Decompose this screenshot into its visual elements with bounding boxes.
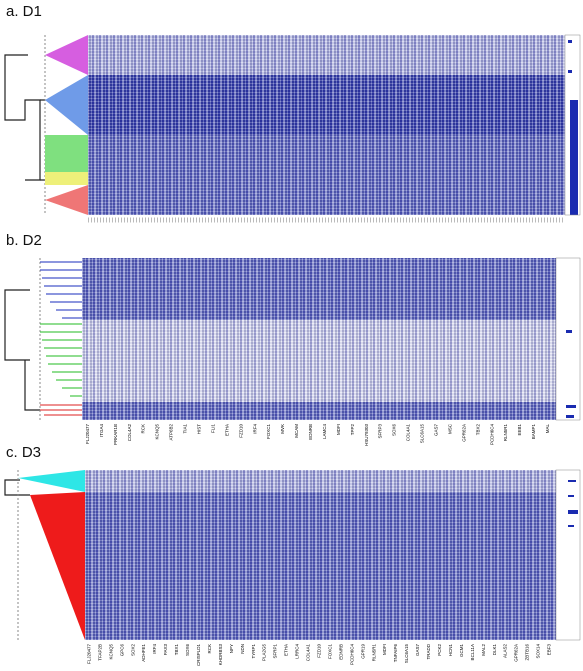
gene-label: COL4A1 [306, 644, 311, 662]
gene-label: GPC6 [119, 644, 124, 657]
heatmap [82, 320, 556, 402]
gene-label: TPP2 [350, 424, 355, 436]
gene-label: MDFI [382, 644, 387, 655]
gene-label: RCK [141, 424, 146, 434]
gene-label: EDNRB [338, 644, 343, 660]
gene-label: PRKAR1B [113, 424, 118, 445]
gene-label: ETHA [224, 424, 229, 436]
gene-label: MCAM [294, 424, 299, 438]
gene-label: TIA1 [183, 424, 188, 434]
gene-label: NPY [229, 644, 234, 653]
gene-label: KCNQ5 [108, 644, 113, 660]
gene-label: SLC6A15 [420, 424, 425, 444]
gene-label: MSC [447, 423, 452, 434]
gene-label: LAMC4 [322, 424, 327, 440]
gene-label: RLN5R1 [371, 644, 376, 662]
gene-label: GCM1 [459, 644, 464, 657]
gene-label: KCNQ5 [155, 424, 160, 440]
gene-label: GAS7 [434, 424, 439, 437]
gene-label: MVK [280, 424, 285, 434]
gene-label: COL4A1 [406, 424, 411, 442]
gene-label: TNFAIP6 [393, 644, 398, 663]
gene-label: PCDH6C4 [349, 644, 354, 666]
gene-label: ETHA [284, 644, 289, 656]
gene-label: SFRP3 [378, 424, 383, 439]
gene-label: PCDH6C4 [489, 424, 494, 446]
panel-title: a. D1 [6, 3, 42, 20]
gene-label: GPR19 [360, 644, 365, 659]
gene-label: LRRC4 [295, 644, 300, 659]
gene-label: RCK [207, 644, 212, 654]
gene-label: IRF4 [152, 644, 157, 654]
gene-label: TRADD [426, 643, 431, 659]
gene-label: EBF3 [547, 644, 552, 656]
gene-label: TBX1 [174, 644, 179, 656]
gene-label: BAMP1 [531, 424, 536, 440]
gene-label: BCL11A [470, 644, 475, 660]
gene-label: HSU79303 [364, 424, 369, 447]
gene-label: CRISPLD1 [196, 644, 201, 667]
heatmap [88, 75, 565, 135]
heatmap [85, 470, 556, 492]
gene-label: MAL2 [481, 644, 486, 656]
gene-label: SOX14 [536, 644, 541, 659]
heatmap [88, 135, 565, 215]
panel-title: b. D2 [6, 232, 42, 249]
panel-title: c. D3 [6, 444, 42, 461]
gene-label: SLC6A15 [404, 644, 409, 664]
gene-label: DLK1 [492, 644, 497, 656]
gene-label: HCN1 [448, 644, 453, 657]
gene-label: FZD10 [238, 424, 243, 438]
gene-label: ALAS2 [503, 644, 508, 659]
gene-label: MAL [545, 424, 550, 434]
gene-label: SOX6 [392, 424, 397, 437]
gene-label: TFAP2B [97, 644, 102, 661]
gene-label: PAX3 [163, 644, 168, 656]
gene-label: EEB1 [517, 424, 522, 436]
gene-label: KHDRBS3 [218, 644, 223, 666]
gene-label: TBX2 [475, 424, 480, 436]
gene-label: ATP6B2 [169, 424, 174, 441]
heatmap [88, 35, 565, 75]
gene-label: FLI1 [210, 424, 215, 434]
gene-label: GPR62A [461, 424, 466, 442]
gene-label: SOX2 [130, 644, 135, 657]
gene-label: FLJ20477 [85, 424, 90, 445]
heatmap [82, 402, 556, 420]
gene-label: IRF4 [252, 424, 257, 434]
gene-label: ZBTB16 [525, 644, 530, 661]
heatmap [82, 258, 556, 320]
gene-label: FZD10 [317, 644, 322, 658]
gene-label: SOX6 [185, 644, 190, 657]
heatmap [85, 492, 556, 640]
gene-label: FOXC1 [327, 644, 332, 660]
gene-label: GPR62A [514, 644, 519, 662]
gene-label: FOXC1 [266, 424, 271, 440]
gene-label: GAS7 [415, 644, 420, 657]
gene-label: EDNRB [308, 424, 313, 440]
gene-label: TYRP1 [251, 644, 256, 659]
gene-label: PCK2 [437, 644, 442, 656]
gene-label: MDFI [336, 424, 341, 435]
gene-label: SFRP1 [273, 644, 278, 659]
gene-label: HIST [197, 424, 202, 435]
gene-label: ADHFE1 [141, 644, 146, 662]
gene-label: COL4A2 [127, 424, 132, 442]
gene-label: PLA2G5 [262, 644, 267, 662]
gene-label: RLN5R1 [503, 424, 508, 442]
gene-label: NDN [240, 644, 245, 654]
gene-label: FLJ20477 [86, 644, 91, 665]
gene-label: ITGA4 [99, 424, 104, 438]
